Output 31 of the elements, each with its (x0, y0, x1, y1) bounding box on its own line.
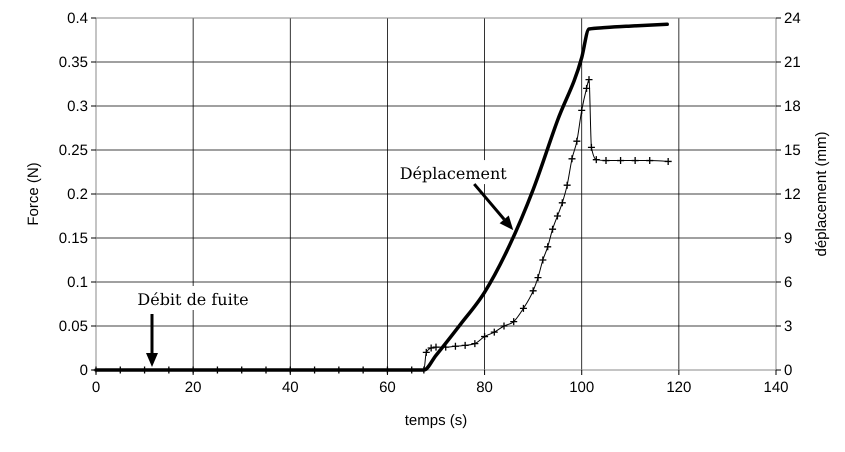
x-axis-title: temps (s) (404, 412, 468, 429)
y-tick-label: 0.1 (67, 274, 88, 291)
y-tick-label: 0.05 (58, 318, 88, 335)
y-tick-label: 0.25 (58, 142, 88, 159)
x-tick-label: 120 (666, 379, 692, 396)
x-tick-label: 0 (92, 379, 100, 396)
y2-tick-label: 9 (784, 230, 792, 247)
y2-tick-label: 24 (784, 10, 801, 27)
x-tick-label: 60 (379, 379, 396, 396)
annotation: Déplacement (400, 164, 508, 184)
x-tick-label: 40 (282, 379, 299, 396)
x-tick-label: 140 (763, 379, 789, 396)
x-tick-label: 20 (184, 379, 202, 396)
x-tick-label: 100 (569, 379, 594, 396)
y2-tick-label: 12 (784, 186, 801, 203)
y2-tick-label: 3 (784, 318, 792, 335)
y-tick-label: 0 (80, 362, 88, 379)
y-tick-label: 0.15 (58, 230, 88, 247)
y-axis-title: Force (N) (25, 162, 42, 226)
y2-tick-label: 15 (784, 142, 801, 159)
y-tick-label: 0.3 (67, 98, 88, 115)
annotation: Débit de fuite (137, 290, 249, 309)
y2-tick-label: 21 (784, 54, 801, 71)
y2-axis-title: déplacement (mm) (813, 131, 830, 257)
y2-tick-label: 6 (784, 274, 792, 291)
x-tick-label: 80 (476, 379, 493, 396)
y2-tick-label: 18 (784, 98, 801, 115)
y-tick-label: 0.4 (67, 10, 88, 27)
y2-tick-label: 0 (784, 362, 792, 379)
y-tick-label: 0.2 (67, 186, 88, 203)
y-tick-label: 0.35 (58, 54, 88, 71)
